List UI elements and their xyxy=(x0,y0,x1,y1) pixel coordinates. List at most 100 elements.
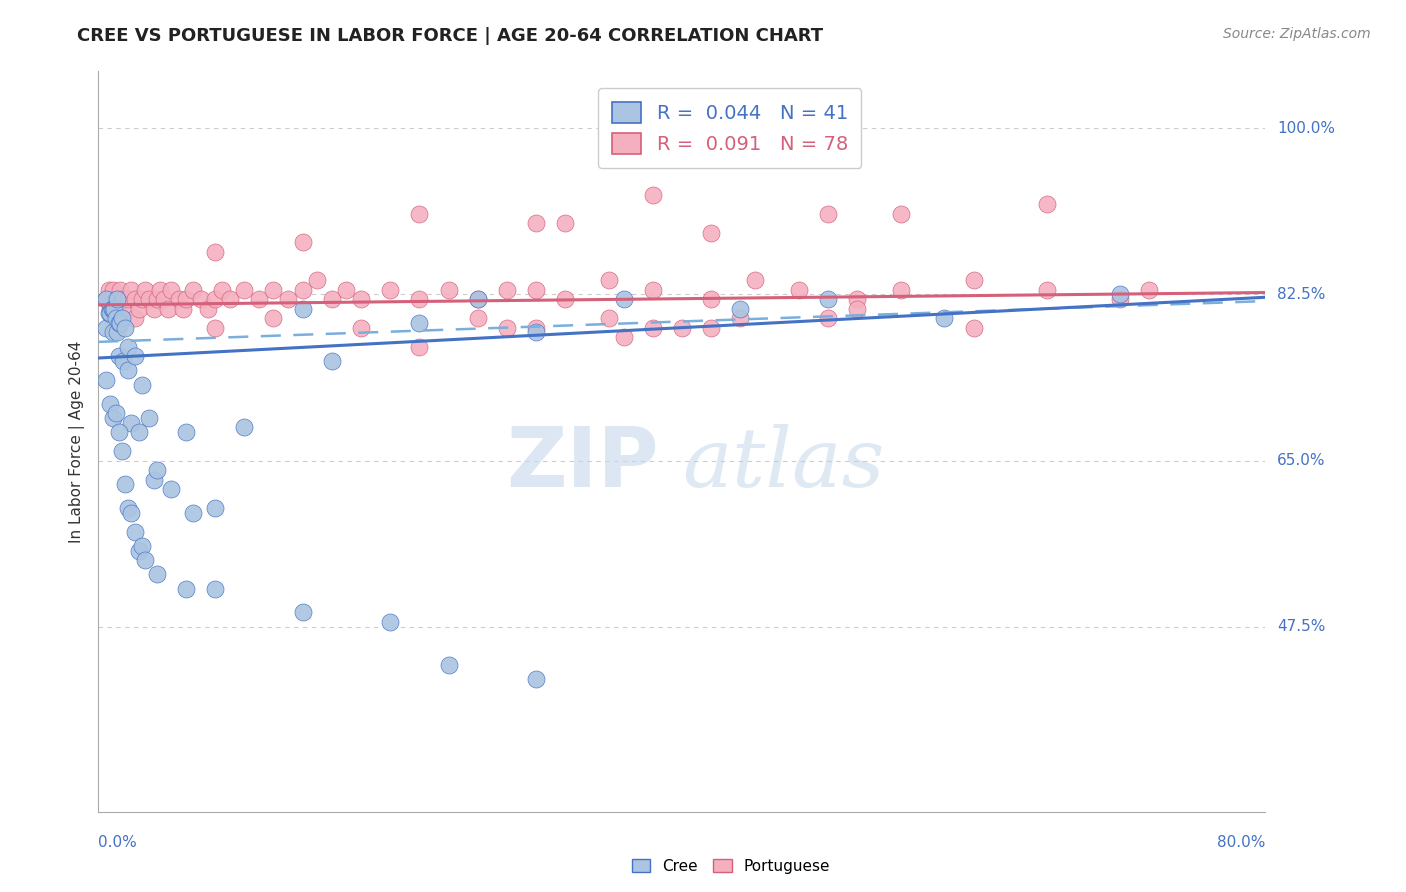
Point xyxy=(437,283,460,297)
Point xyxy=(160,283,183,297)
Point xyxy=(131,377,153,392)
Text: Source: ZipAtlas.com: Source: ZipAtlas.com xyxy=(1223,27,1371,41)
Point xyxy=(641,283,664,297)
Point xyxy=(104,292,127,306)
Point xyxy=(138,410,160,425)
Point xyxy=(1108,292,1130,306)
Point xyxy=(700,292,723,306)
Point xyxy=(167,292,190,306)
Point xyxy=(671,320,693,334)
Point xyxy=(700,320,723,334)
Point xyxy=(846,301,869,316)
Point xyxy=(524,320,547,334)
Point xyxy=(105,292,128,306)
Point xyxy=(124,292,146,306)
Point xyxy=(262,311,284,326)
Point xyxy=(160,482,183,496)
Point xyxy=(105,301,128,316)
Point xyxy=(108,425,131,439)
Text: 82.5%: 82.5% xyxy=(1277,287,1326,301)
Point xyxy=(146,567,169,582)
Point xyxy=(114,301,136,316)
Point xyxy=(350,292,373,306)
Point xyxy=(467,292,489,306)
Point xyxy=(142,301,165,316)
Point xyxy=(112,292,135,306)
Point xyxy=(744,273,766,287)
Point xyxy=(524,672,547,686)
Point xyxy=(730,301,752,316)
Point xyxy=(612,292,634,306)
Point xyxy=(233,283,256,297)
Point xyxy=(98,306,121,320)
Point xyxy=(181,283,204,297)
Point xyxy=(110,316,132,330)
Text: 47.5%: 47.5% xyxy=(1277,619,1326,634)
Point xyxy=(120,506,142,520)
Point xyxy=(524,283,547,297)
Legend: Cree, Portuguese: Cree, Portuguese xyxy=(626,853,837,880)
Point xyxy=(496,283,519,297)
Point xyxy=(817,311,839,326)
Point xyxy=(496,320,519,334)
Point xyxy=(408,340,430,354)
Point xyxy=(730,311,752,326)
Legend: R =  0.044   N = 41, R =  0.091   N = 78: R = 0.044 N = 41, R = 0.091 N = 78 xyxy=(599,88,862,168)
Point xyxy=(101,283,124,297)
Point xyxy=(114,320,136,334)
Point xyxy=(321,354,343,368)
Point xyxy=(120,416,142,430)
Point xyxy=(890,207,912,221)
Point xyxy=(98,301,121,316)
Point xyxy=(124,311,146,326)
Point xyxy=(291,606,314,620)
Point xyxy=(291,301,314,316)
Point xyxy=(190,292,212,306)
Point xyxy=(700,226,723,240)
Point xyxy=(524,326,547,340)
Y-axis label: In Labor Force | Age 20-64: In Labor Force | Age 20-64 xyxy=(69,341,84,542)
Point xyxy=(117,363,139,377)
Point xyxy=(408,292,430,306)
Point xyxy=(211,283,233,297)
Point xyxy=(114,477,136,491)
Point xyxy=(1137,283,1160,297)
Point xyxy=(100,301,122,316)
Point xyxy=(641,187,664,202)
Text: atlas: atlas xyxy=(682,424,884,504)
Point xyxy=(117,292,139,306)
Point xyxy=(172,301,194,316)
Point xyxy=(641,320,664,334)
Point xyxy=(103,301,125,316)
Point xyxy=(204,500,226,515)
Point xyxy=(128,425,150,439)
Point xyxy=(131,292,153,306)
Point xyxy=(787,283,810,297)
Point xyxy=(101,326,124,340)
Point xyxy=(110,283,132,297)
Text: 65.0%: 65.0% xyxy=(1277,453,1326,468)
Point xyxy=(197,301,219,316)
Point xyxy=(408,207,430,221)
Point xyxy=(277,292,299,306)
Point xyxy=(94,292,117,306)
Point xyxy=(104,406,127,420)
Point xyxy=(128,301,150,316)
Point xyxy=(174,425,197,439)
Point xyxy=(146,463,169,477)
Point xyxy=(174,582,197,596)
Point xyxy=(962,273,984,287)
Point xyxy=(117,500,139,515)
Point xyxy=(437,657,460,672)
Point xyxy=(1035,283,1057,297)
Point xyxy=(467,311,489,326)
Point xyxy=(321,292,343,306)
Point xyxy=(108,349,131,363)
Point xyxy=(335,283,357,297)
Point xyxy=(524,216,547,230)
Point xyxy=(247,292,270,306)
Point xyxy=(98,396,121,410)
Point xyxy=(890,283,912,297)
Point xyxy=(233,420,256,434)
Point xyxy=(110,311,132,326)
